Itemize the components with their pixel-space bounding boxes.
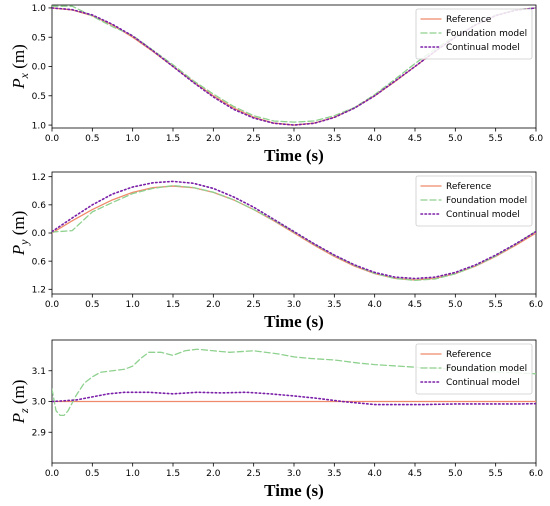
y-tick-label: 0.5 xyxy=(32,92,46,102)
x-tick-label: 1.5 xyxy=(166,134,180,144)
x-tick-label: 1.5 xyxy=(166,469,180,479)
x-tick-label: 6.0 xyxy=(529,300,544,310)
series-line-foundation xyxy=(52,184,536,282)
legend: Reference Foundation model Continual model xyxy=(415,343,533,395)
x-tick-label: 2.5 xyxy=(247,134,261,144)
y-tick-label: 3.1 xyxy=(32,367,46,377)
chart-panel-2: 0.0 0.5 1.0 1.5 2.0 2.5 3.0 3.5 4.0 4.5 5.0 5.5 6.0 1… xyxy=(9,171,544,331)
series-line-continual xyxy=(52,180,536,280)
y-axis-subscript: z xyxy=(17,408,31,414)
y-axis-title: Py (m) xyxy=(9,211,31,257)
x-tick-label: 0.0 xyxy=(45,134,60,144)
y-tick-label: 0.0 xyxy=(32,229,47,239)
x-tick-label: 3.0 xyxy=(287,134,302,144)
y-axis-subscript: y xyxy=(17,239,31,246)
y-axis-unit: (m) xyxy=(9,211,28,240)
y-axis-unit: (m) xyxy=(9,44,28,73)
y-tick-label: 1.2 xyxy=(32,286,46,296)
legend: Reference Foundation model Continual model xyxy=(415,8,533,60)
x-tick-label: 0.5 xyxy=(85,469,99,479)
y-axis-symbol: P xyxy=(9,413,28,424)
y-tick-label: 0.0 xyxy=(32,63,47,73)
y-axis-symbol: P xyxy=(9,78,28,89)
x-tick-label: 1.5 xyxy=(166,300,180,310)
series-group xyxy=(52,348,536,416)
y-axis-subscript: x xyxy=(17,72,31,79)
x-axis-title: Time (s) xyxy=(264,312,324,331)
legend-frame xyxy=(415,343,533,395)
y-tick-label: 1.0 xyxy=(32,4,47,14)
x-tick-label: 5.0 xyxy=(448,300,463,310)
y-tick-label: 2.9 xyxy=(32,428,47,438)
x-tick-label: 4.0 xyxy=(368,300,383,310)
x-tick-label: 3.5 xyxy=(327,134,341,144)
x-tick-label: 6.0 xyxy=(529,469,544,479)
x-tick-label: 5.0 xyxy=(448,469,463,479)
y-axis-title: Pz (m) xyxy=(9,380,31,425)
x-tick-label: 0.5 xyxy=(85,134,99,144)
x-tick-label: 3.0 xyxy=(287,300,302,310)
x-tick-label: 0.0 xyxy=(45,300,60,310)
x-tick-label: 5.5 xyxy=(489,469,503,479)
legend-label: Foundation model xyxy=(446,364,527,374)
y-tick-label: 1.0 xyxy=(32,121,47,131)
legend-label: Foundation model xyxy=(446,196,527,206)
chart-panel-3: 0.0 0.5 1.0 1.5 2.0 2.5 3.0 3.5 4.0 4.5 5.0 5.5 6.0 3… xyxy=(9,339,544,500)
legend-label: Continual model xyxy=(446,210,520,220)
x-tick-label: 4.5 xyxy=(408,134,422,144)
x-tick-label: 3.0 xyxy=(287,469,302,479)
series-line-foundation xyxy=(52,348,536,416)
y-axis-symbol: P xyxy=(9,245,28,256)
x-tick-label: 3.5 xyxy=(327,469,341,479)
x-tick-label: 0.5 xyxy=(85,300,99,310)
x-tick-label: 2.5 xyxy=(247,469,261,479)
x-tick-label: 2.5 xyxy=(247,300,261,310)
x-tick-label: 1.0 xyxy=(126,469,141,479)
series-line-continual xyxy=(52,391,536,406)
legend-label: Reference xyxy=(446,350,492,360)
x-tick-label: 0.0 xyxy=(45,469,60,479)
y-tick-label: 0.6 xyxy=(32,257,47,267)
x-tick-label: 1.0 xyxy=(126,300,141,310)
x-tick-label: 2.0 xyxy=(206,300,221,310)
x-tick-label: 2.0 xyxy=(206,469,221,479)
x-tick-label: 5.5 xyxy=(489,300,503,310)
legend-frame xyxy=(415,8,533,60)
y-axis-title: Px (m) xyxy=(9,44,31,90)
x-tick-label: 5.5 xyxy=(489,134,503,144)
legend-label: Continual model xyxy=(446,378,520,388)
legend-label: Continual model xyxy=(446,43,520,53)
x-tick-label: 2.0 xyxy=(206,134,221,144)
x-tick-label: 5.0 xyxy=(448,134,463,144)
chart-panel-1: 0.0 0.5 1.0 1.5 2.0 2.5 3.0 3.5 4.0 4.5 5.0 5.5 6.0 1… xyxy=(9,4,543,165)
x-tick-label: 4.5 xyxy=(408,300,422,310)
x-tick-label: 6.0 xyxy=(529,134,544,144)
y-tick-label: 3.0 xyxy=(32,398,47,408)
legend: Reference Foundation model Continual model xyxy=(415,175,533,227)
series-group xyxy=(52,180,536,282)
legend-label: Foundation model xyxy=(446,29,527,39)
legend-frame xyxy=(415,175,533,227)
x-tick-label: 4.0 xyxy=(368,134,383,144)
x-axis-title: Time (s) xyxy=(264,481,324,500)
y-tick-label: 1.2 xyxy=(32,173,46,183)
legend-label: Reference xyxy=(446,182,492,192)
x-tick-label: 1.0 xyxy=(126,134,141,144)
x-tick-label: 4.0 xyxy=(368,469,383,479)
y-tick-label: 0.6 xyxy=(32,201,47,211)
x-axis-title: Time (s) xyxy=(264,146,324,165)
x-tick-label: 4.5 xyxy=(408,469,422,479)
x-tick-label: 3.5 xyxy=(327,300,341,310)
y-tick-label: 0.5 xyxy=(32,33,46,43)
legend-label: Reference xyxy=(446,15,492,25)
y-axis-unit: (m) xyxy=(9,380,28,409)
